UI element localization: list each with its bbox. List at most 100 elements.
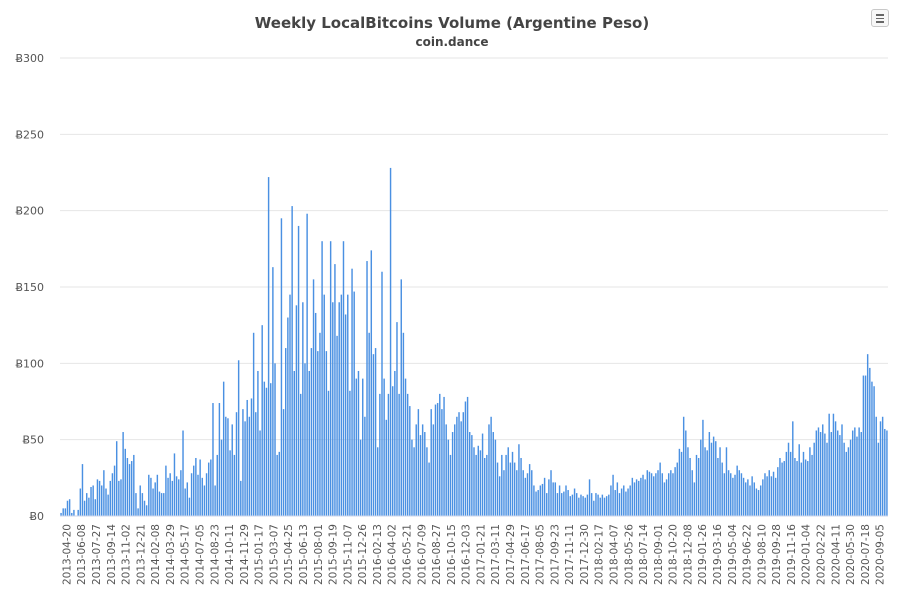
bar[interactable] — [595, 493, 597, 516]
bar[interactable] — [745, 482, 747, 516]
bar[interactable] — [216, 454, 218, 516]
bar[interactable] — [389, 167, 392, 517]
bar[interactable] — [824, 433, 826, 516]
bar[interactable] — [218, 403, 221, 516]
bar[interactable] — [439, 393, 441, 516]
bar[interactable] — [441, 409, 443, 516]
bar[interactable] — [851, 430, 854, 516]
bar[interactable] — [167, 477, 169, 516]
bar[interactable] — [231, 424, 233, 516]
bar[interactable] — [148, 474, 150, 516]
bar[interactable] — [610, 485, 612, 516]
bar[interactable] — [494, 439, 497, 516]
bar[interactable] — [66, 500, 69, 516]
bar[interactable] — [618, 493, 621, 516]
bar[interactable] — [456, 416, 458, 516]
bar[interactable] — [875, 416, 877, 516]
bar[interactable] — [342, 241, 345, 516]
bar[interactable] — [173, 453, 176, 516]
bar[interactable] — [398, 393, 400, 516]
bar[interactable] — [368, 332, 370, 516]
bar[interactable] — [798, 444, 800, 516]
bar[interactable] — [409, 406, 411, 516]
bar[interactable] — [479, 450, 482, 516]
bar[interactable] — [276, 454, 278, 516]
bar[interactable] — [638, 480, 640, 516]
bar[interactable] — [449, 454, 452, 516]
bar[interactable] — [394, 370, 396, 516]
bar[interactable] — [248, 416, 251, 516]
bar[interactable] — [578, 497, 580, 516]
bar[interactable] — [779, 457, 781, 516]
bar[interactable] — [227, 418, 229, 516]
bar[interactable] — [107, 494, 109, 516]
bar[interactable] — [520, 457, 522, 516]
bar[interactable] — [364, 416, 366, 516]
bar[interactable] — [886, 430, 888, 516]
bar[interactable] — [685, 430, 687, 516]
bar[interactable] — [543, 477, 546, 516]
bar[interactable] — [712, 436, 715, 516]
bar[interactable] — [505, 454, 507, 516]
bar[interactable] — [291, 206, 293, 516]
bar[interactable] — [139, 485, 141, 516]
bar[interactable] — [522, 470, 524, 516]
bar[interactable] — [201, 477, 203, 516]
bar[interactable] — [81, 464, 84, 516]
bar[interactable] — [847, 447, 850, 516]
bar[interactable] — [347, 294, 349, 516]
bar[interactable] — [503, 470, 505, 516]
bar[interactable] — [614, 490, 616, 516]
bar[interactable] — [588, 479, 591, 516]
bar[interactable] — [764, 473, 766, 516]
bar[interactable] — [650, 473, 653, 516]
bar[interactable] — [237, 360, 240, 516]
bar[interactable] — [152, 488, 154, 516]
bar[interactable] — [464, 401, 467, 517]
bar[interactable] — [426, 447, 428, 516]
bar[interactable] — [293, 370, 295, 516]
bar[interactable] — [424, 432, 426, 516]
bar[interactable] — [306, 213, 308, 516]
bar[interactable] — [586, 494, 589, 516]
bar[interactable] — [295, 305, 298, 516]
bar[interactable] — [278, 451, 281, 516]
bar[interactable] — [680, 451, 683, 516]
bar[interactable] — [203, 485, 206, 516]
bar[interactable] — [580, 494, 582, 516]
bar[interactable] — [259, 430, 261, 516]
bar[interactable] — [355, 378, 358, 516]
bar[interactable] — [659, 462, 661, 516]
bar[interactable] — [603, 497, 606, 516]
bar[interactable] — [156, 474, 159, 516]
bar[interactable] — [141, 493, 144, 516]
bar[interactable] — [150, 477, 152, 516]
bar[interactable] — [830, 432, 833, 516]
bar[interactable] — [404, 378, 407, 516]
bar[interactable] — [137, 508, 139, 516]
bar[interactable] — [672, 473, 674, 516]
bar[interactable] — [381, 271, 383, 516]
bar[interactable] — [458, 412, 460, 516]
bar[interactable] — [383, 378, 385, 516]
bar[interactable] — [871, 381, 873, 516]
bar[interactable] — [101, 485, 103, 516]
bar[interactable] — [657, 470, 659, 516]
bar[interactable] — [329, 241, 332, 516]
bar[interactable] — [837, 430, 839, 516]
bar[interactable] — [796, 461, 798, 516]
bar[interactable] — [263, 381, 266, 516]
bar[interactable] — [415, 424, 417, 516]
bar[interactable] — [526, 473, 529, 516]
bar[interactable] — [646, 470, 649, 516]
bar[interactable] — [518, 444, 520, 516]
bar[interactable] — [689, 457, 691, 516]
bar[interactable] — [242, 409, 244, 516]
bar[interactable] — [111, 473, 114, 516]
bar[interactable] — [323, 294, 325, 516]
bar[interactable] — [169, 473, 171, 516]
bar[interactable] — [787, 442, 790, 516]
bar[interactable] — [800, 462, 803, 516]
bar[interactable] — [130, 461, 133, 516]
bar[interactable] — [165, 465, 167, 516]
